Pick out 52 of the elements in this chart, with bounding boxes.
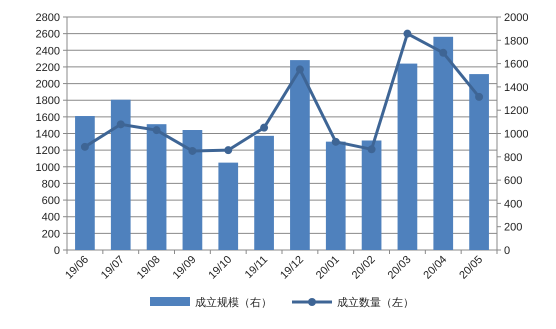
point [260, 124, 268, 132]
y-tick-label: 400 [42, 212, 60, 224]
y-tick-label: 200 [42, 228, 60, 240]
bar [290, 60, 310, 250]
bar [469, 74, 489, 250]
y2-tick-label: 1000 [504, 128, 528, 140]
point [403, 30, 412, 38]
bar [182, 130, 202, 250]
y-tick-label: 1400 [36, 128, 60, 140]
bar [110, 100, 131, 250]
y-tick-label: 2000 [36, 78, 60, 91]
y-tick-label: 2200 [36, 62, 60, 74]
bar [254, 136, 274, 250]
point [475, 92, 484, 101]
point [188, 146, 196, 155]
point [296, 65, 304, 74]
y2-tick-label: 400 [504, 198, 522, 210]
point [439, 48, 448, 57]
bar [75, 116, 95, 250]
point [80, 142, 89, 151]
point [152, 126, 161, 134]
bar [146, 124, 166, 250]
bar [218, 162, 238, 250]
bar [326, 142, 346, 250]
y2-tick-label: 1400 [504, 82, 528, 94]
y-tick-label: 1600 [36, 112, 60, 124]
y-tick-label: 2800 [36, 12, 60, 24]
point [368, 145, 376, 154]
legend-label: 成立数量（左） [337, 296, 414, 309]
y2-tick-label: 200 [504, 222, 522, 234]
legend-label: 成立规模（右） [195, 296, 272, 309]
y2-tick-label: 1800 [504, 35, 528, 48]
y-tick-label: 600 [42, 195, 60, 208]
y2-tick-label: 800 [504, 152, 522, 164]
y-tick-label: 2400 [36, 45, 60, 58]
y-tick-label: 1200 [36, 145, 60, 158]
y-tick-label: 2600 [36, 28, 60, 41]
y2-tick-label: 600 [504, 175, 522, 188]
y2-tick-label: 2000 [504, 12, 528, 24]
y-tick-label: 0 [54, 245, 60, 257]
y2-tick-label: 1200 [504, 105, 528, 118]
y2-tick-label: 0 [504, 245, 510, 257]
bar [398, 64, 418, 250]
y-tick-label: 1800 [36, 95, 60, 108]
y-tick-label: 1000 [36, 162, 60, 174]
point [224, 146, 232, 154]
point [116, 120, 125, 128]
y-tick-label: 800 [42, 178, 60, 190]
y2-tick-label: 1600 [504, 58, 528, 71]
bar [362, 140, 382, 250]
bar [433, 36, 454, 250]
point [332, 138, 340, 146]
